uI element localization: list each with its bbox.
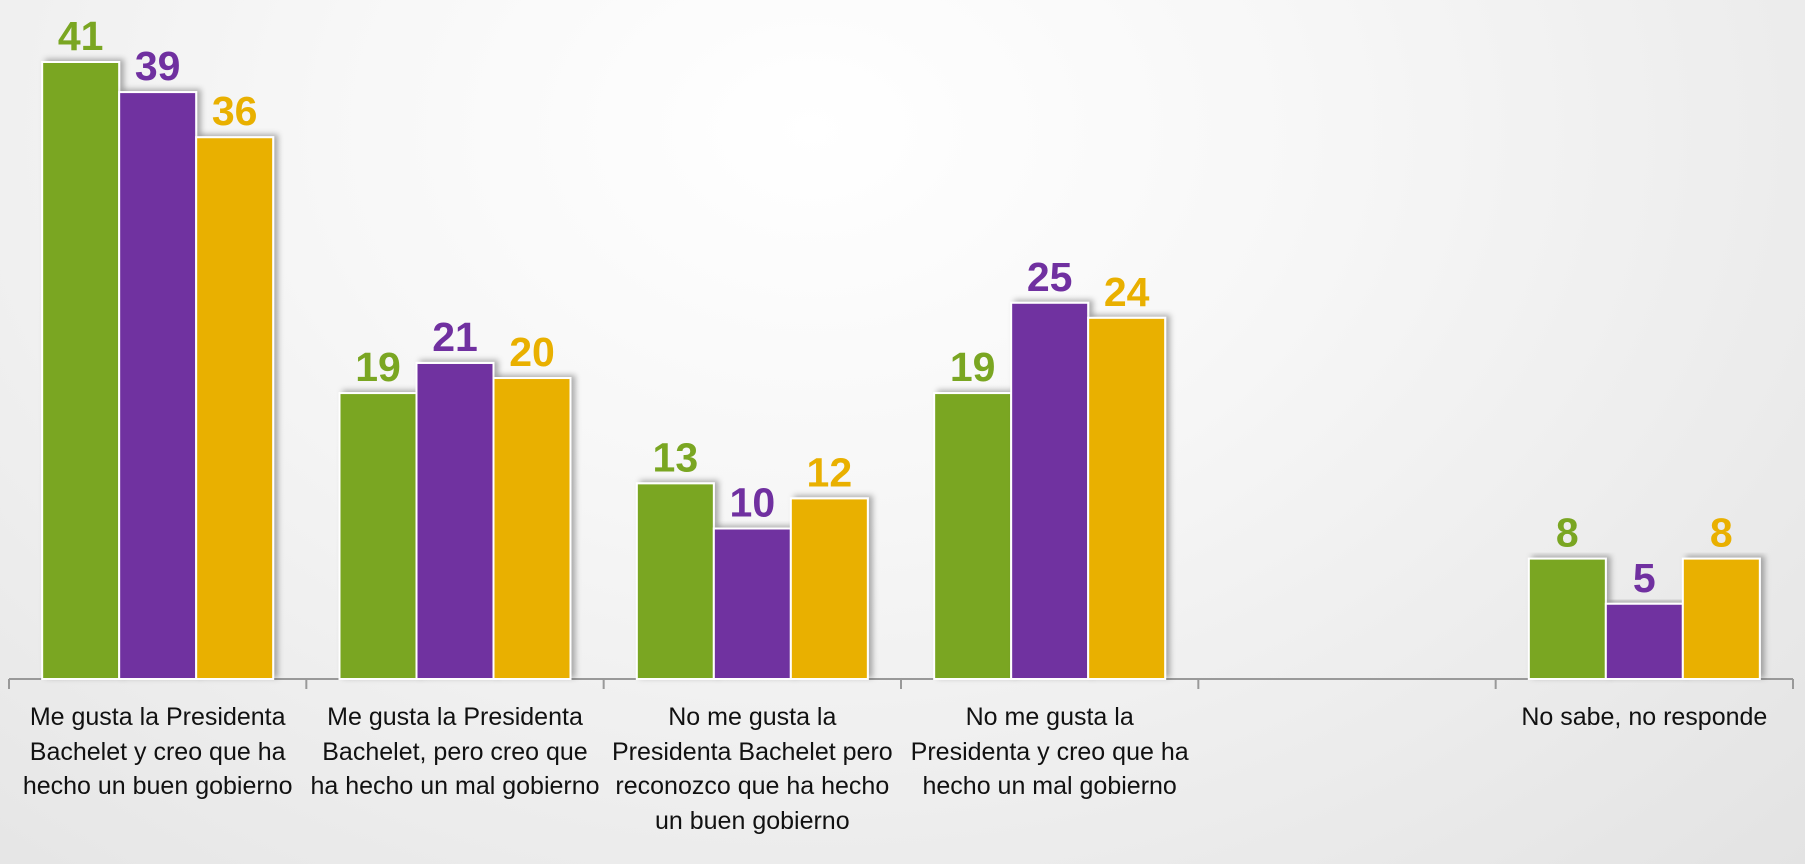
bar [415, 361, 495, 680]
data-label: 12 [807, 449, 853, 495]
x-tick-label: Me gusta la Presidenta Bachelet, pero cr… [310, 703, 600, 800]
bar [338, 392, 418, 680]
bar [118, 91, 198, 681]
data-label: 20 [509, 329, 555, 375]
bar [492, 377, 572, 680]
bar [1681, 557, 1761, 680]
x-tick-label: No sabe, no responde [1521, 703, 1768, 731]
bar [1604, 602, 1684, 681]
data-label: 10 [730, 480, 776, 526]
bar [195, 136, 275, 680]
data-label: 25 [1027, 254, 1073, 300]
x-tick-label: No me gusta la Presidenta y creo que ha … [910, 703, 1189, 800]
bar [933, 392, 1013, 680]
bar [1527, 557, 1607, 680]
data-label: 8 [1556, 510, 1579, 556]
bar [635, 482, 715, 680]
data-label: 41 [58, 13, 104, 59]
data-label: 8 [1710, 510, 1733, 556]
data-label: 24 [1104, 269, 1150, 315]
data-label: 39 [135, 43, 181, 89]
bar [41, 61, 121, 680]
data-label: 13 [653, 434, 699, 480]
data-label: 21 [432, 314, 478, 360]
data-label: 5 [1633, 555, 1656, 601]
bar [712, 527, 792, 681]
bar [1087, 316, 1167, 680]
x-tick-label: No me gusta la Presidenta Bachelet pero … [611, 703, 893, 835]
data-label: 19 [950, 344, 996, 390]
bar [1010, 301, 1090, 680]
data-label: 19 [355, 344, 401, 390]
data-label: 36 [212, 88, 258, 134]
bar [789, 497, 869, 681]
x-tick-label: Me gusta la Presidenta Bachelet y creo q… [22, 703, 293, 800]
